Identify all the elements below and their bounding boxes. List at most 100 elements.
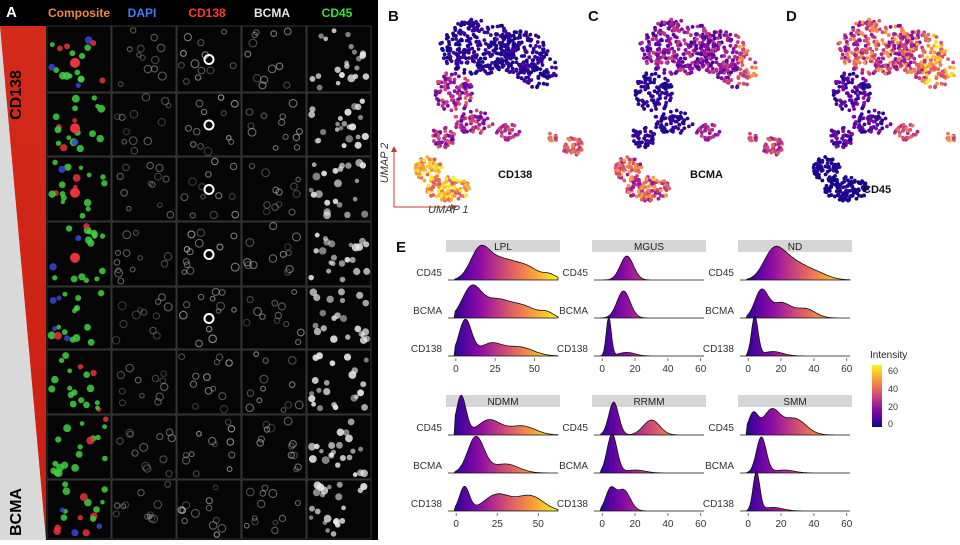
umap-point bbox=[457, 46, 462, 51]
umap-point bbox=[840, 180, 845, 185]
umap-point bbox=[626, 183, 631, 188]
umap-point bbox=[728, 38, 733, 43]
umap-point bbox=[687, 50, 691, 55]
umap-point bbox=[858, 38, 862, 43]
umap-point bbox=[666, 26, 671, 31]
umap-point bbox=[775, 151, 780, 156]
umap-point bbox=[766, 136, 771, 141]
umap-point bbox=[869, 125, 874, 130]
umap-point bbox=[662, 128, 667, 133]
umap-point bbox=[733, 66, 738, 71]
umap-point bbox=[468, 96, 473, 100]
umap-point bbox=[838, 140, 842, 145]
umap-point bbox=[643, 191, 648, 196]
umap-point bbox=[443, 191, 448, 196]
umap-point bbox=[912, 69, 917, 73]
umap-point bbox=[692, 40, 697, 45]
umap-point bbox=[653, 71, 658, 76]
umap-point bbox=[883, 116, 888, 121]
umap-point bbox=[831, 165, 836, 170]
umap-point bbox=[432, 139, 436, 143]
umap-point bbox=[737, 58, 742, 63]
umap-point bbox=[690, 60, 694, 65]
umap-point bbox=[901, 52, 906, 57]
umap-point bbox=[908, 127, 913, 132]
umap-point bbox=[856, 125, 861, 130]
umap-point bbox=[876, 114, 881, 119]
umap-point bbox=[508, 35, 512, 40]
column-header-cd45: CD45 bbox=[322, 6, 353, 20]
umap-point bbox=[939, 40, 944, 45]
umap-axes: UMAP 2 UMAP 1 bbox=[379, 143, 469, 216]
ridge-y-label: CD45 bbox=[562, 423, 588, 434]
umap-point bbox=[505, 137, 510, 142]
umap-point bbox=[860, 47, 865, 52]
umap-point bbox=[639, 84, 644, 89]
umap-point bbox=[710, 127, 715, 132]
umap-point bbox=[653, 114, 658, 119]
umap-point bbox=[929, 46, 934, 51]
umap-point bbox=[891, 48, 895, 52]
umap-point bbox=[462, 67, 467, 72]
umap-point bbox=[856, 188, 861, 193]
umap-point bbox=[776, 142, 781, 147]
umap-point bbox=[454, 33, 458, 38]
umap-point bbox=[465, 78, 470, 83]
umap-point bbox=[651, 50, 656, 55]
umap-point bbox=[843, 45, 848, 50]
umap-point bbox=[537, 45, 542, 49]
umap-point bbox=[892, 32, 896, 36]
umap-point bbox=[456, 30, 461, 35]
umap-point bbox=[651, 31, 656, 36]
umap-point bbox=[646, 184, 650, 189]
umap-point bbox=[664, 122, 669, 127]
umap-point bbox=[649, 72, 654, 77]
facet-title: MGUS bbox=[634, 242, 664, 253]
umap-point bbox=[627, 157, 632, 162]
column-header-composite: Composite bbox=[48, 6, 110, 20]
umap-point bbox=[726, 67, 730, 72]
umap-point bbox=[848, 181, 853, 185]
umap-point bbox=[903, 137, 908, 142]
column-header-cd138: CD138 bbox=[188, 6, 226, 20]
umap-point bbox=[523, 50, 528, 54]
umap-point bbox=[460, 90, 465, 95]
umap-point bbox=[658, 125, 663, 130]
umap-point bbox=[640, 47, 644, 51]
umap-point bbox=[642, 180, 647, 185]
umap-point bbox=[656, 40, 661, 45]
umap-point bbox=[911, 132, 916, 137]
umap-point bbox=[456, 196, 461, 201]
umap-point bbox=[462, 106, 467, 111]
umap-point bbox=[865, 56, 870, 60]
x-tick-label: 60 bbox=[695, 364, 707, 375]
umap-point bbox=[639, 197, 644, 202]
umap-point bbox=[939, 81, 944, 86]
umap-point bbox=[927, 70, 931, 75]
umap-point bbox=[843, 55, 848, 60]
umap-point bbox=[934, 76, 939, 80]
umap-point bbox=[880, 118, 885, 123]
umap-point bbox=[864, 37, 869, 42]
ridge-y-label: CD138 bbox=[411, 499, 443, 510]
umap2-arrow-icon bbox=[391, 146, 397, 152]
umap-point bbox=[652, 80, 656, 85]
umap-point bbox=[846, 57, 851, 62]
umap-point bbox=[854, 40, 859, 45]
umap-point bbox=[453, 71, 458, 76]
umap-point bbox=[858, 90, 863, 95]
umap-point bbox=[917, 70, 922, 75]
umap-point bbox=[511, 33, 516, 38]
umap-point bbox=[707, 40, 712, 45]
umap-point bbox=[696, 66, 700, 71]
umap-point bbox=[725, 36, 730, 40]
umap-point bbox=[853, 189, 858, 193]
umap-point bbox=[748, 57, 752, 62]
umap-point bbox=[553, 60, 558, 65]
umap-point bbox=[753, 136, 758, 141]
umap-point bbox=[866, 83, 871, 87]
umap-point bbox=[452, 184, 457, 189]
umap-point bbox=[444, 176, 449, 181]
umap-point bbox=[450, 94, 455, 99]
x-tick-label: 20 bbox=[629, 364, 641, 375]
